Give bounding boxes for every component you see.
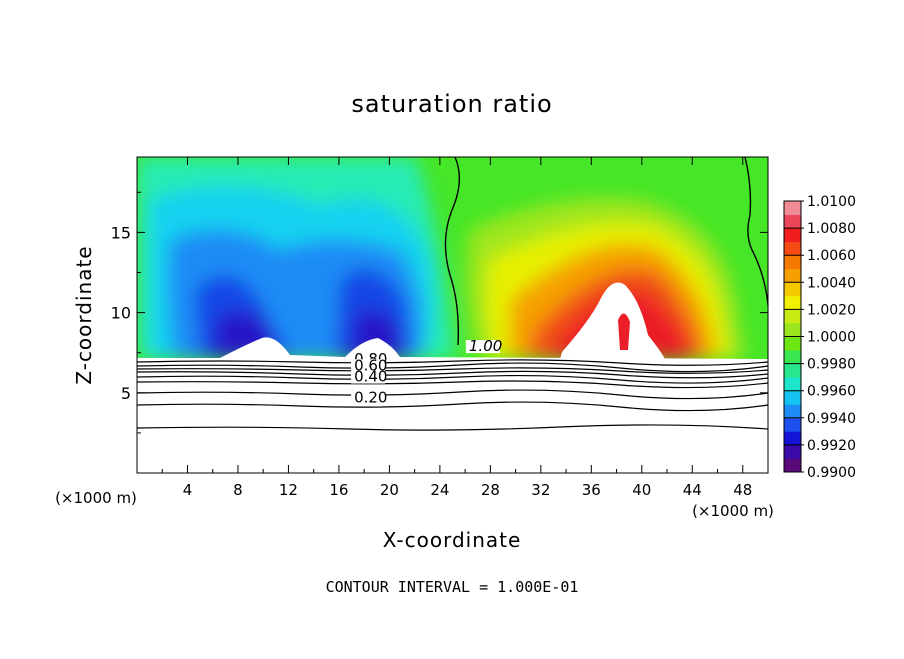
colorbar-label: 0.9980 [807,357,856,373]
colorbar-swatch [784,363,801,378]
x-tick-label: 44 [683,481,702,499]
colorbar-swatch [784,295,801,310]
x-tick-label: 40 [632,481,651,499]
colorbar-swatch [784,322,801,337]
colorbar-label: 1.0100 [807,194,856,210]
x-tick-label: 36 [582,481,601,499]
x-tick-label: 24 [430,481,449,499]
x-tick-label: 32 [531,481,550,499]
colorbar-label: 1.0040 [807,275,856,291]
colorbar-swatch [784,377,801,392]
contour-label-bg [351,359,386,373]
colorbar-label: 1.0060 [807,248,856,264]
colorbar-label: 1.0020 [807,302,856,318]
contour-label: 1.00 [469,337,502,355]
x-tick-label: 4 [183,481,193,499]
contour-lines [136,359,769,431]
colorbar-swatch [784,228,801,243]
colorbar-label: 0.9960 [807,384,856,400]
colorbar-swatch [784,282,801,297]
contour-label-bg [351,370,386,384]
colorbar-swatch [784,404,801,419]
contour-interval-annotation: CONTOUR INTERVAL = 1.000E-01 [326,578,579,596]
colorbar-swatch [784,444,801,459]
x-tick-label: 28 [481,481,500,499]
colorbar: 1.0100 1.0080 1.0060 1.0040 1.0020 1.0000 0.99… [783,194,856,481]
unity-contour [444,156,769,346]
x-tick-label: 16 [329,481,348,499]
chart-title: saturation ratio [351,90,552,118]
colorbar-swatch [784,390,801,405]
y-tick-label: 5 [121,384,131,403]
colorbar-label: 0.9940 [807,411,856,427]
x-tick-label: 20 [380,481,399,499]
colorbar-label: 1.0080 [807,221,856,237]
contour-labels: 1.000.800.600.400.20 [351,337,502,406]
plot-frame [136,156,769,474]
x-axis-title: X-coordinate [383,528,522,552]
colorbar-label: 0.9920 [807,438,856,454]
colorbar-swatch [784,255,801,270]
y-tick-label: 15 [111,223,131,242]
y-axis-title: Z-coordinate [72,245,96,384]
colorbar-swatch [784,214,801,229]
contour-label: 0.60 [354,356,387,374]
x-tick-label: 8 [233,481,243,499]
y-axis-ticks: 5 10 15 [111,191,768,434]
colorbar-swatch [784,268,801,283]
colorbar-swatch [784,350,801,364]
x-unit-label: (×1000 m) [692,502,774,520]
colorbar-swatch [784,241,801,256]
contour-label: 0.20 [354,388,387,406]
colorbar-label: 0.9900 [807,465,856,481]
contour-label-bg [465,340,500,354]
colorbar-label: 1.0000 [807,330,856,346]
x-tick-label: 48 [733,481,752,499]
y-unit-label: (×1000 m) [55,489,137,507]
contour-label-bg [351,391,386,405]
contour-label: 0.40 [354,368,387,386]
colorbar-swatch [784,309,801,324]
x-axis-ticks: 4 8 12 16 20 24 28 32 36 40 44 48 [161,157,752,499]
colorbar-swatch [784,201,801,215]
colorbar-swatch [784,417,801,432]
y-tick-label: 10 [111,304,131,323]
colorbar-swatch [784,431,801,446]
x-tick-label: 12 [279,481,298,499]
colorbar-swatch [784,336,801,351]
colorbar-swatch [784,458,801,473]
plot-area: 1.000.800.600.400.20 [136,156,769,474]
